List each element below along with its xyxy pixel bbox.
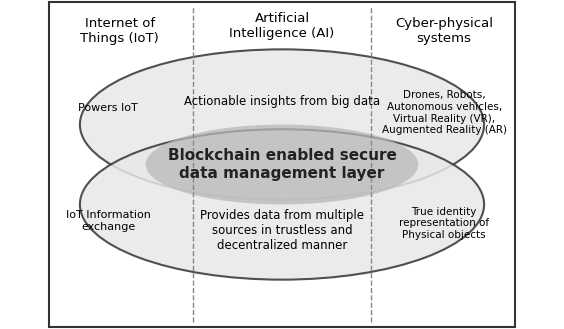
Text: Powers IoT: Powers IoT <box>78 103 138 113</box>
Text: True identity
representation of
Physical objects: True identity representation of Physical… <box>399 207 489 240</box>
Text: Artificial
Intelligence (AI): Artificial Intelligence (AI) <box>230 12 334 40</box>
Text: IoT Information
exchange: IoT Information exchange <box>65 210 151 232</box>
Text: Cyber-physical
systems: Cyber-physical systems <box>395 16 493 44</box>
Ellipse shape <box>146 125 418 204</box>
Ellipse shape <box>80 129 484 280</box>
Text: Provides data from multiple
sources in trustless and
decentralized manner: Provides data from multiple sources in t… <box>200 209 364 252</box>
FancyBboxPatch shape <box>49 2 515 327</box>
Text: Drones, Robots,
Autonomous vehicles,
Virtual Reality (VR),
Augmented Reality (AR: Drones, Robots, Autonomous vehicles, Vir… <box>382 90 506 135</box>
Text: Blockchain enabled secure
data management layer: Blockchain enabled secure data managemen… <box>168 148 396 181</box>
Text: Actionable insights from big data: Actionable insights from big data <box>184 94 380 108</box>
Text: Internet of
Things (IoT): Internet of Things (IoT) <box>81 16 159 44</box>
Ellipse shape <box>80 49 484 200</box>
